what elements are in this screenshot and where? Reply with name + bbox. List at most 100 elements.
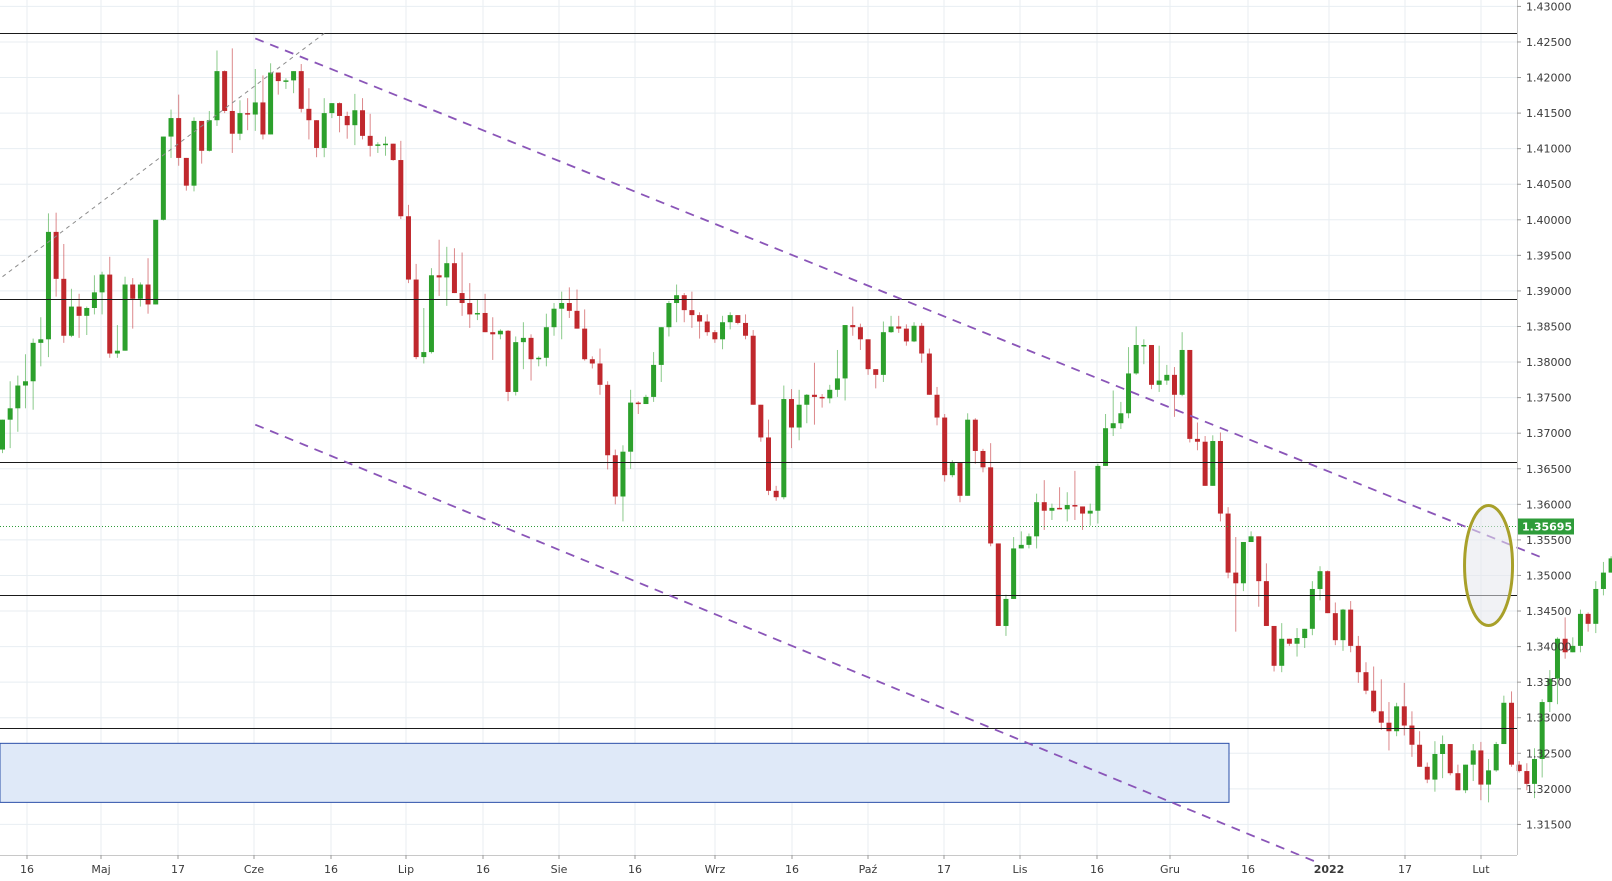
- candle-up: [168, 118, 174, 137]
- y-tick-label: 1.38000: [1526, 356, 1572, 369]
- candle-down: [635, 402, 641, 405]
- candle-down: [811, 394, 817, 397]
- candle-down: [260, 102, 266, 135]
- candle-down: [176, 118, 182, 158]
- candle-up: [7, 408, 13, 420]
- y-tick-label: 1.40500: [1526, 178, 1572, 191]
- candle-down: [1057, 507, 1063, 510]
- candle-down: [1080, 506, 1086, 514]
- candle-down: [451, 263, 457, 294]
- candle-down: [850, 325, 856, 328]
- candle-up: [559, 303, 565, 309]
- y-tick-label: 1.35500: [1526, 534, 1572, 547]
- y-tick-label: 1.40000: [1526, 214, 1572, 227]
- trend-line-thin: [2, 33, 325, 278]
- candle-down: [1217, 441, 1223, 514]
- candle-up: [0, 419, 5, 450]
- candle-down: [1585, 613, 1591, 624]
- candle-up: [1593, 588, 1599, 624]
- candle-up: [620, 451, 626, 497]
- candle-up: [1011, 548, 1017, 599]
- candle-down: [107, 274, 113, 354]
- candle-down: [222, 71, 228, 111]
- candle-up: [153, 219, 159, 305]
- candle-up: [1110, 423, 1116, 429]
- candle-up: [114, 350, 120, 354]
- y-tick-label: 1.34500: [1526, 605, 1572, 618]
- candle-up: [68, 306, 74, 336]
- x-tick-label: Wrz: [705, 863, 726, 876]
- x-tick-label: 16: [476, 863, 490, 876]
- candle-down: [712, 332, 718, 340]
- candle-up: [321, 113, 327, 148]
- candle-up: [497, 330, 503, 335]
- candle-up: [1608, 558, 1612, 573]
- candle-down: [337, 103, 343, 116]
- candle-down: [1455, 773, 1461, 791]
- y-tick-label: 1.39000: [1526, 285, 1572, 298]
- candle-down: [1171, 374, 1177, 395]
- y-tick-label: 1.36500: [1526, 463, 1572, 476]
- x-tick-label: 17: [1398, 863, 1412, 876]
- candle-down: [934, 394, 940, 418]
- candle-up: [781, 399, 787, 498]
- candle-down: [130, 284, 136, 299]
- highlight-ellipse: [1463, 503, 1515, 627]
- y-tick-label: 1.43000: [1526, 0, 1572, 13]
- candle-up: [520, 337, 526, 343]
- candle-up: [1095, 465, 1101, 511]
- support-zone-rect: [0, 742, 1230, 803]
- candle-up: [1164, 374, 1170, 381]
- y-tick-label: 1.32000: [1526, 783, 1572, 796]
- candle-up: [949, 463, 955, 476]
- candle-down: [275, 72, 281, 82]
- candle-up: [1049, 507, 1055, 511]
- x-tick-label: 16: [20, 863, 34, 876]
- candle-down: [1194, 438, 1200, 442]
- candle-down: [1325, 571, 1331, 614]
- candle-down: [1371, 690, 1377, 712]
- candle-up: [911, 325, 917, 342]
- candle-up: [1118, 413, 1124, 424]
- candle-down: [1417, 744, 1423, 767]
- axes: 1.31500 1.32000 1.32500 1.33000 1.33500 1.340…: [0, 0, 1574, 876]
- candle-down: [1509, 702, 1515, 765]
- candle-down: [926, 353, 932, 395]
- candle-up: [1309, 588, 1315, 629]
- y-tick-label: 1.37500: [1526, 392, 1572, 405]
- candle-down: [1562, 638, 1568, 653]
- candle-up: [1463, 764, 1469, 791]
- x-tick-label: 16: [1090, 863, 1104, 876]
- horizontal-levels: [0, 33, 1517, 729]
- candle-up: [1501, 702, 1507, 745]
- y-tick-label: 1.36000: [1526, 498, 1572, 511]
- candle-up: [1294, 638, 1300, 644]
- candle-up: [1018, 544, 1024, 549]
- candle-up: [237, 113, 243, 134]
- candle-down: [689, 310, 695, 316]
- candle-down: [1478, 750, 1484, 785]
- candle-up: [329, 103, 335, 114]
- candle-down: [344, 115, 350, 126]
- candle-down: [459, 293, 465, 304]
- candle-up: [1493, 744, 1499, 771]
- candle-up: [383, 143, 388, 146]
- candle-down: [1409, 725, 1415, 745]
- candle-up: [720, 322, 726, 340]
- candle-down: [1386, 722, 1392, 732]
- grid: [0, 0, 1517, 855]
- candle-up: [1156, 380, 1162, 385]
- x-tick-label: 16: [1241, 863, 1255, 876]
- candle-down: [1378, 711, 1384, 723]
- candle-down: [1072, 505, 1078, 507]
- candle-down: [942, 417, 948, 476]
- candle-up: [1440, 744, 1446, 754]
- candle-down: [995, 543, 1001, 626]
- candle-down: [919, 325, 925, 354]
- candle-up: [543, 327, 549, 358]
- last-price-label: 1.35695: [1522, 521, 1572, 534]
- candle-down: [298, 71, 304, 109]
- candle-down: [360, 110, 366, 136]
- candle-up: [1539, 702, 1545, 759]
- candle-up: [137, 284, 143, 299]
